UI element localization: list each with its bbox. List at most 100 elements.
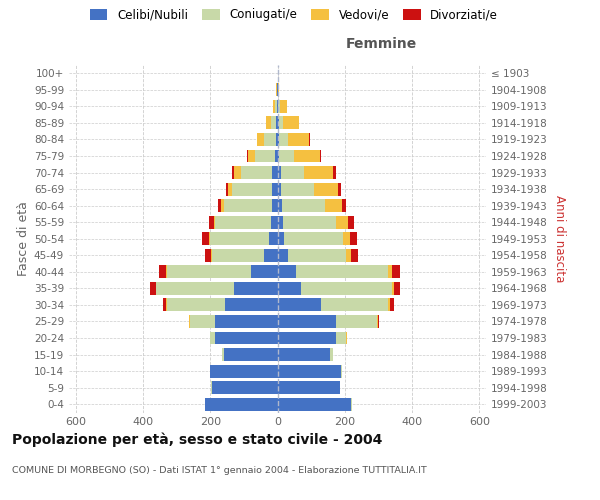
Bar [275,150,277,162]
Bar [157,282,234,295]
Bar [166,266,167,278]
Bar [266,116,271,130]
Bar [287,133,310,146]
Bar [392,282,394,295]
Bar [277,232,284,245]
Bar [337,332,346,344]
Bar [214,216,215,228]
Bar [189,315,190,328]
Bar [264,133,276,146]
Bar [215,216,271,228]
Bar [277,116,279,130]
Bar [254,150,275,162]
Legend: Celibi/Nubili, Coniugati/e, Vedovi/e, Divorziati/e: Celibi/Nubili, Coniugati/e, Vedovi/e, Di… [88,6,500,24]
Text: Popolazione per età, sesso e stato civile - 2004: Popolazione per età, sesso e stato civil… [12,432,382,447]
Bar [276,84,277,96]
Bar [333,166,335,179]
Bar [275,100,277,113]
Bar [280,100,287,113]
Bar [341,364,343,378]
Bar [277,381,340,394]
Bar [281,166,304,179]
Bar [224,199,272,212]
Text: COMUNE DI MORBEGNO (SO) - Dati ISTAT 1° gennaio 2004 - Elaborazione TUTTITALIA.I: COMUNE DI MORBEGNO (SO) - Dati ISTAT 1° … [12,466,427,475]
Bar [343,232,350,245]
Bar [221,199,224,212]
Bar [279,150,295,162]
Bar [167,266,251,278]
Bar [222,348,224,361]
Bar [272,199,277,212]
Bar [226,182,228,196]
Y-axis label: Anni di nascita: Anni di nascita [553,195,566,282]
Bar [283,116,299,130]
Bar [287,249,346,262]
Bar [211,249,212,262]
Bar [205,249,211,262]
Bar [224,348,277,361]
Bar [277,199,281,212]
Bar [277,133,279,146]
Bar [278,100,280,113]
Bar [241,166,272,179]
Bar [388,298,390,312]
Bar [209,216,214,228]
Bar [277,216,283,228]
Bar [211,381,212,394]
Bar [277,249,287,262]
Bar [166,298,167,312]
Bar [210,364,277,378]
Bar [337,315,377,328]
Bar [264,249,277,262]
Bar [390,298,394,312]
Bar [277,364,341,378]
Bar [284,232,343,245]
Bar [228,182,232,196]
Bar [276,116,277,130]
Bar [212,381,277,394]
Bar [320,150,321,162]
Bar [277,166,281,179]
Bar [232,166,234,179]
Text: Femmine: Femmine [346,37,418,51]
Y-axis label: Fasce di età: Fasce di età [17,202,30,276]
Bar [281,182,314,196]
Bar [279,133,287,146]
Bar [150,282,156,295]
Bar [277,100,278,113]
Bar [277,182,281,196]
Bar [352,249,358,262]
Bar [278,84,279,96]
Bar [202,232,209,245]
Bar [314,182,338,196]
Bar [232,182,272,196]
Bar [167,298,226,312]
Bar [281,199,325,212]
Bar [301,282,392,295]
Bar [226,298,277,312]
Bar [346,249,352,262]
Bar [218,199,221,212]
Bar [209,232,210,245]
Bar [210,232,269,245]
Bar [277,348,329,361]
Bar [276,133,277,146]
Bar [212,249,264,262]
Bar [190,315,215,328]
Bar [272,166,277,179]
Bar [295,150,320,162]
Bar [272,182,277,196]
Bar [348,216,354,228]
Bar [342,199,346,212]
Bar [304,166,333,179]
Bar [269,232,277,245]
Bar [277,315,337,328]
Bar [325,199,342,212]
Bar [392,266,400,278]
Bar [329,348,333,361]
Bar [394,282,400,295]
Bar [210,332,215,344]
Bar [205,398,277,410]
Bar [215,315,277,328]
Bar [274,100,275,113]
